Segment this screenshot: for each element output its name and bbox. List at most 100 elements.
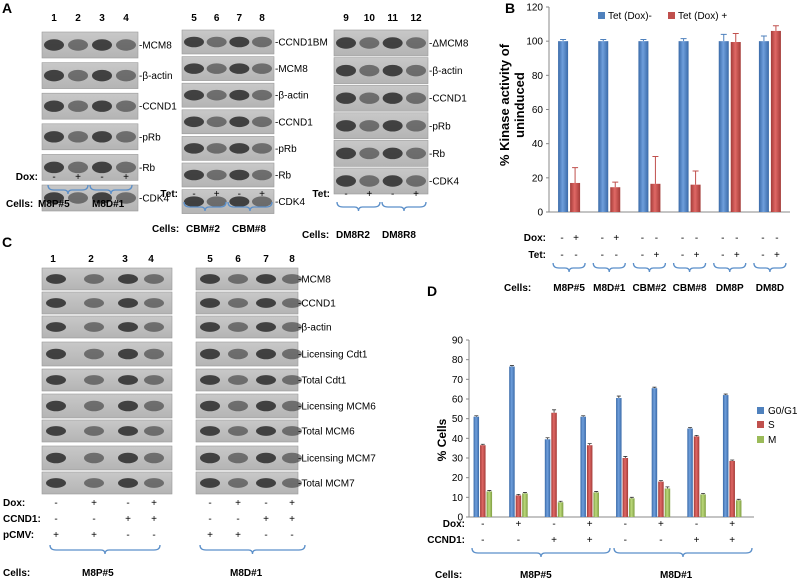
blot-a-band	[406, 147, 426, 160]
error-bar	[688, 427, 693, 429]
blot-a-band	[359, 37, 380, 49]
legend-swatch	[598, 12, 605, 19]
error-bar	[587, 443, 592, 446]
legend-label: Tet (Dox) +	[678, 11, 727, 22]
cells-label: Cells:	[435, 570, 462, 581]
cell-line-name: M8P#5	[520, 570, 552, 581]
blot-c-left-band	[46, 400, 66, 412]
blot-c-left-band	[118, 298, 138, 308]
blot-c-left-strip	[41, 471, 173, 495]
blot-a-band	[406, 37, 426, 49]
blot-c-left-band	[84, 348, 104, 360]
error-bar	[560, 38, 567, 42]
error-bar	[640, 38, 647, 42]
blot-c-left-band	[46, 348, 66, 360]
row-value: +	[516, 519, 522, 530]
blot-a-band	[92, 39, 112, 51]
blot-a-band	[206, 63, 227, 74]
row-value: +	[151, 514, 157, 525]
blot-c-left-band	[84, 478, 104, 488]
bar-s	[622, 458, 629, 517]
row-label: Tet:	[528, 250, 546, 261]
cell-brace	[552, 262, 586, 273]
blot-label: -β-actin	[139, 71, 173, 82]
blot-label: -ΔMCM8	[429, 39, 469, 50]
blot-c-right-band	[228, 348, 248, 360]
blot-a-band	[359, 92, 380, 104]
blot-a-band	[229, 89, 250, 101]
row-value: -	[560, 250, 563, 261]
lane-number: 4	[123, 13, 129, 24]
error-bar	[701, 493, 706, 495]
cell-line-name: M8P#5	[553, 283, 585, 294]
row-value: +	[734, 250, 740, 261]
blot-label: -pRb	[275, 144, 297, 155]
bar-s	[480, 445, 486, 517]
row-value: -	[54, 498, 57, 509]
row-value: -	[735, 233, 738, 244]
y-tick-label: 60	[532, 105, 544, 116]
blot-a-band	[92, 161, 112, 174]
blot-label: -CDK4	[429, 177, 459, 188]
blot-a-band	[92, 100, 112, 112]
blot-c-left-band	[46, 426, 66, 436]
blot-c-left-band	[118, 322, 138, 332]
blot-c-left-strip	[41, 267, 173, 291]
blot-a-band	[336, 64, 356, 77]
blot-a-band	[206, 116, 227, 128]
row-value: -	[601, 233, 604, 244]
bar-s	[658, 481, 664, 517]
blot-a-band	[44, 100, 64, 112]
blot-c-left-band	[144, 400, 164, 412]
blot-c-left-band	[46, 452, 66, 464]
blot-c-left-band	[118, 478, 138, 488]
blot-c-right-band	[228, 452, 248, 464]
legend-swatch	[757, 436, 764, 443]
panel-letter-d: D	[427, 283, 437, 299]
blot-a-band	[68, 69, 88, 82]
blot-a-band	[336, 92, 356, 104]
blot-label: -pRb	[139, 132, 161, 143]
blot-label: -Licensing MCM6	[298, 402, 376, 413]
cell-brace	[713, 262, 747, 273]
blot-label: -MCM8	[139, 41, 172, 52]
bar-s	[515, 495, 522, 517]
blot-a-band	[252, 169, 272, 181]
blot-label: -Rb	[275, 171, 292, 182]
row-label: pCMV:	[3, 530, 34, 541]
y-tick-label: 40	[532, 139, 544, 150]
error-bar	[545, 437, 550, 440]
blot-c-left-band	[84, 322, 104, 332]
row-value: -	[761, 250, 764, 261]
panel-b-chart: 0 20 40 60 80 100 120 % Kinase activity ofunind…	[497, 3, 790, 294]
error-bar	[652, 386, 657, 389]
blot-c-right-band	[200, 322, 220, 332]
lane-number: 5	[191, 13, 197, 24]
legend-swatch	[757, 421, 764, 428]
blot-c-right-band	[200, 478, 220, 488]
blot-a-band	[184, 116, 204, 128]
lane-number: 1	[50, 254, 56, 265]
cell-brace	[753, 262, 787, 273]
cell-brace	[183, 201, 227, 212]
row-value: +	[91, 498, 97, 509]
bar-m	[700, 494, 706, 517]
error-bar	[558, 500, 563, 503]
error-bar	[516, 493, 521, 496]
row-value: +	[694, 250, 700, 261]
row-value: +	[587, 535, 593, 546]
row-value: +	[214, 189, 220, 200]
row-value: -	[208, 514, 211, 525]
bar-g0-g1	[687, 428, 693, 517]
lane-number: 2	[75, 13, 81, 24]
row-value: -	[659, 535, 662, 546]
row-value: +	[151, 498, 157, 509]
blot-label: -MCM8	[298, 275, 331, 286]
row-value: -	[681, 233, 684, 244]
row-value: -	[615, 250, 618, 261]
blot-a-band	[406, 92, 426, 104]
blot-c-right-band	[282, 400, 302, 412]
lane-number: 6	[235, 254, 241, 265]
row-value: -	[238, 189, 241, 200]
lane-number: 2	[88, 254, 94, 265]
